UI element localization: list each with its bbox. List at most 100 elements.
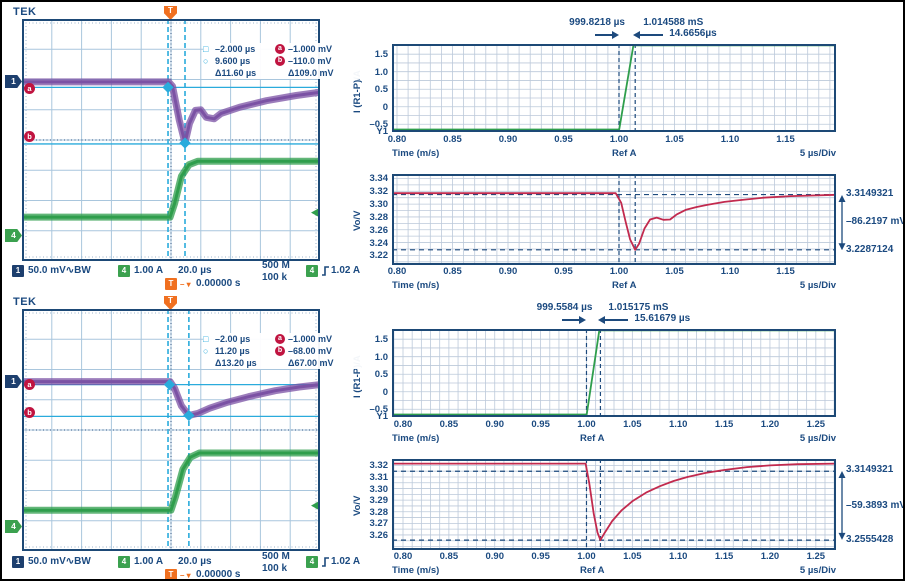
timebase: 20.0 µs [178, 556, 212, 567]
cursor1-arrow-icon [594, 31, 619, 39]
ch4-scale: 1.00 A [134, 265, 164, 276]
cursor1-time: –2.00 µs [215, 334, 251, 344]
ref-label: Ref A [612, 280, 637, 291]
x-tick-label: 0.85 [443, 134, 462, 145]
cursor2-arrow-icon [598, 316, 629, 324]
cursor-readout-row: Δ13.20 µs Δ67.00 mV [203, 357, 375, 369]
cursor1-time: –2.000 µs [215, 44, 256, 54]
trigger-level: 1.02 A [331, 556, 361, 567]
cursor-a-marker: a [24, 83, 35, 94]
ch1-marker: 1 [5, 75, 22, 88]
current-plot-top [392, 44, 836, 132]
x-tick-label: 0.85 [439, 551, 459, 562]
x-tick-label: 1.20 [760, 551, 780, 562]
cursor2-time-annotation: 1.014588 mS [643, 17, 704, 28]
x-tick-label: 1.05 [665, 134, 684, 145]
x-tick-label: 1.00 [577, 419, 596, 430]
cursor1-square-icon: □ [203, 44, 209, 54]
x-tick-label: 1.10 [668, 419, 688, 430]
cursor-b-marker: b [24, 131, 35, 142]
scope-brand-label: TEK [13, 296, 37, 308]
x-axis-label: Time (m/s) [392, 280, 440, 291]
y-tick-label: 3.29 [369, 495, 389, 507]
y-tick-label: 3.28 [369, 211, 389, 223]
ch4-marker: 4 [5, 229, 22, 242]
y1-corner-label: Y1 [376, 411, 388, 422]
x-tick-label: 0.90 [498, 134, 518, 145]
x-tick-label: 1.15 [714, 551, 734, 562]
sample-rate: 500 M [262, 551, 290, 562]
cursor2-time: 11.20 µs [215, 346, 250, 356]
trigger-slope-icon: – ▾ [180, 571, 191, 580]
x-tick-label: 1.00 [609, 266, 629, 277]
y-tick-label: 3.32 [369, 460, 389, 472]
scope-brand-label: TEK [13, 6, 37, 18]
cursor-readout-row: Δ11.60 µs Δ109.0 mV [203, 67, 375, 79]
record-length: 100 k [262, 563, 288, 574]
ch1-badge: 1 [12, 556, 24, 568]
marker-b-icon: b [275, 346, 285, 356]
x-tick-label: 1.10 [720, 134, 740, 145]
cursor2-arrow-icon [633, 31, 664, 39]
voltage-min-annotation: 3.2555428 [846, 534, 894, 546]
cursor2-circle-icon: ○ [203, 56, 209, 66]
record-length: 100 k [262, 272, 288, 283]
y-tick-label: 0.5 [374, 84, 388, 96]
scope-graticule: □ –2.000 µs a –1.000 mV ○ 9.600 µs b –11… [22, 19, 375, 261]
voltage-delta-annotation: –59.3893 mV [846, 499, 905, 511]
y-tick-label: 3.31 [369, 471, 389, 483]
y-tick-label: 3.26 [369, 529, 389, 541]
per-division-label: 5 µs/Div [799, 148, 836, 159]
x-tick-label: 0.80 [393, 419, 413, 430]
voltage-plot-top [392, 174, 836, 265]
y-tick-label: 3.32 [369, 186, 389, 198]
voltage-delta-annotation: –86.2197 mV [846, 216, 905, 228]
y-tick-label: 0 [382, 101, 388, 113]
trigger-level: 1.02 A [331, 265, 361, 276]
y-tick-label: 3.26 [369, 224, 389, 236]
scope-status-bar: 1 50.0 mV∿BW 4 1.00 A 20.0 µs 500 M 100 … [2, 292, 361, 580]
y-tick-label: 3.22 [369, 250, 389, 262]
x-axis-label: Time (m/s) [392, 433, 440, 444]
marker-a-icon: a [275, 334, 285, 344]
cursor-readout-row: □ –2.000 µs a –1.000 mV [203, 43, 375, 55]
cursor2-time: 9.600 µs [215, 56, 251, 66]
trigger-slope-icon: – ▾ [180, 280, 191, 289]
ch4-badge: 4 [118, 556, 130, 568]
y1-corner-label: Y1 [376, 126, 388, 137]
delta-time: Δ11.60 µs [215, 68, 257, 78]
voltage-min-annotation: 3.2287124 [846, 243, 894, 255]
cursor-readout-box: □ –2.000 µs a –1.000 mV ○ 9.600 µs b –11… [203, 43, 375, 79]
trigger-source-badge: 4 [306, 556, 318, 568]
voltage-max-annotation: 3.3149321 [846, 464, 894, 476]
delta-span-arrow-icon [838, 194, 846, 250]
cursor2-time-annotation: 1.015175 mS [608, 302, 669, 313]
y-tick-label: 3.24 [369, 237, 389, 249]
trigger-time: 0.00000 s [196, 278, 241, 289]
sample-rate: 500 M [262, 260, 290, 271]
timebase: 20.0 µs [178, 265, 212, 276]
ch1-scale: 50.0 mV∿BW [28, 556, 91, 567]
cursor-b-marker: b [24, 407, 35, 418]
x-tick-label: 1.25 [806, 419, 826, 430]
x-tick-label: 0.85 [439, 419, 459, 430]
cursor-readout-row: ○ 9.600 µs b –110.0 mV [203, 55, 375, 67]
per-division-label: 5 µs/Div [799, 433, 836, 444]
x-tick-label: 1.15 [776, 266, 795, 277]
marker-a-level: –1.000 mV [288, 334, 333, 344]
x-tick-label: 0.90 [485, 419, 504, 430]
x-tick-label: 0.95 [531, 419, 550, 430]
trigger-position-icon: T [164, 6, 177, 20]
x-tick-label: 1.05 [623, 551, 642, 562]
per-division-label: 5 µs/Div [799, 565, 836, 576]
ch4-badge: 4 [118, 265, 130, 277]
marker-a-level: –1.000 mV [288, 44, 333, 54]
ref-label: Ref A [612, 148, 637, 159]
x-tick-label: 0.80 [387, 266, 407, 277]
delta-time-annotation: 14.6656µs [669, 28, 717, 39]
current-plot-bottom [392, 329, 836, 417]
y-tick-label: 3.28 [369, 506, 389, 518]
y-tick-label: –0.5 [369, 119, 389, 131]
marker-b-level: –110.0 mV [288, 56, 332, 66]
